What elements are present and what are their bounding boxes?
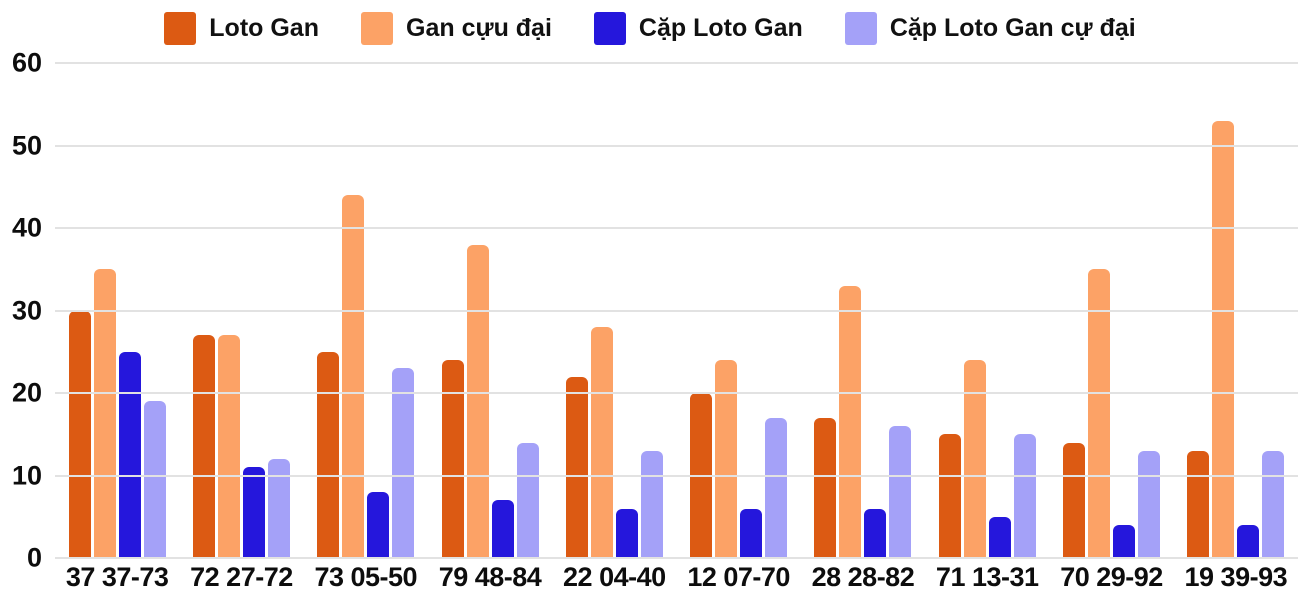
legend-swatch-icon	[164, 12, 197, 45]
y-tick-label: 50	[11, 130, 42, 160]
bar-series-0-cat-8	[1063, 442, 1086, 558]
bar-series-1-cat-3	[466, 244, 489, 558]
bar-group-72-27-72	[179, 63, 303, 558]
bar-series-3-cat-7	[1013, 434, 1036, 558]
bar-series-0-cat-6	[814, 417, 837, 558]
plot-area	[55, 62, 1298, 559]
bar-series-0-cat-7	[938, 434, 961, 558]
bar-series-3-cat-8	[1138, 450, 1161, 558]
bar-series-3-cat-0	[143, 401, 166, 558]
y-tick-label: 10	[11, 460, 42, 490]
legend-swatch-icon	[593, 12, 626, 45]
bar-series-1-cat-6	[839, 285, 862, 558]
bar-series-0-cat-4	[565, 376, 588, 558]
bar-series-2-cat-6	[864, 508, 887, 558]
gridline-20	[55, 392, 1298, 394]
y-axis: 0 10 20 30 40 50 60	[0, 49, 42, 571]
gridline-40	[55, 227, 1298, 229]
x-tick-label: 72 27-72	[190, 562, 293, 592]
bar-series-0-cat-9	[1187, 450, 1210, 558]
gridline-30	[55, 309, 1298, 312]
x-tick-label: 12 07-70	[687, 562, 790, 592]
legend-item-series-2[interactable]: Cặp Loto Gan	[593, 12, 803, 45]
legend-label: Gan cựu đại	[406, 14, 552, 42]
x-tick-label: 70 29-92	[1060, 562, 1163, 592]
legend-label: Loto Gan	[209, 14, 319, 42]
bar-series-0-cat-0	[68, 310, 91, 558]
x-tick-label: 22 04-40	[563, 562, 666, 592]
x-tick-label: 71 13-31	[935, 562, 1039, 592]
bar-group-73-05-50	[304, 63, 428, 558]
gridline-0	[55, 557, 1298, 559]
bar-group-37-37-73	[55, 63, 179, 558]
bar-series-0-cat-1	[192, 335, 215, 558]
legend-item-series-0[interactable]: Loto Gan	[164, 12, 319, 45]
bar-series-3-cat-1	[267, 459, 290, 558]
bar-groups	[55, 63, 1298, 558]
bar-series-3-cat-4	[640, 450, 663, 558]
legend-item-series-1[interactable]: Gan cựu đại	[361, 12, 552, 45]
bar-series-1-cat-0	[93, 269, 116, 558]
bar-group-79-48-84	[428, 63, 552, 558]
bar-series-2-cat-4	[615, 508, 638, 558]
bar-series-2-cat-1	[242, 467, 265, 558]
legend-label: Cặp Loto Gan	[638, 14, 803, 42]
y-tick-label: 20	[11, 377, 42, 408]
x-tick-label: 79 48-84	[438, 562, 542, 592]
bar-series-3-cat-9	[1262, 450, 1285, 558]
bar-group-70-29-92	[1049, 63, 1173, 558]
bar-series-1-cat-1	[217, 335, 240, 558]
bar-series-1-cat-5	[715, 360, 738, 558]
bar-series-2-cat-8	[1113, 525, 1136, 558]
bar-group-28-28-82	[801, 63, 925, 558]
legend-label: Cặp Loto Gan cự đại	[889, 14, 1136, 42]
legend-swatch-icon	[361, 12, 393, 45]
y-tick-label: 0	[26, 542, 42, 573]
bar-group-22-04-40	[552, 63, 676, 558]
bar-series-0-cat-2	[317, 351, 340, 558]
bar-group-19-39-93	[1174, 63, 1298, 558]
y-tick-label: 30	[11, 295, 42, 325]
x-tick-label: 73 05-50	[314, 562, 418, 592]
gridline-10	[55, 474, 1298, 477]
legend-item-series-3[interactable]: Cặp Loto Gan cự đại	[844, 12, 1136, 45]
bar-series-1-cat-2	[342, 195, 365, 558]
x-axis: 37 37-73 72 27-72 73 05-50 79 48-84 22 04-40…	[55, 562, 1298, 593]
bar-series-1-cat-9	[1212, 120, 1235, 558]
y-tick-label: 60	[11, 47, 42, 78]
y-tick-label: 40	[11, 212, 42, 243]
bar-series-3-cat-6	[889, 426, 912, 558]
bar-series-1-cat-8	[1088, 269, 1111, 558]
bar-series-3-cat-2	[392, 368, 415, 558]
x-tick-label: 28 28-82	[811, 562, 915, 592]
bar-series-2-cat-7	[988, 516, 1011, 558]
bar-series-2-cat-2	[367, 492, 390, 558]
bar-series-0-cat-3	[441, 360, 464, 558]
bar-series-1-cat-4	[590, 327, 613, 558]
x-tick-label: 37 37-73	[65, 562, 169, 592]
bar-series-3-cat-3	[516, 442, 539, 558]
bar-group-71-13-31	[925, 63, 1049, 558]
chart-legend: Loto Gan Gan cựu đại Cặp Loto Gan Cặp Loto …	[0, 12, 1300, 45]
bar-series-2-cat-5	[740, 508, 763, 558]
legend-swatch-icon	[844, 12, 877, 45]
bar-series-2-cat-0	[118, 351, 141, 558]
gridline-50	[55, 144, 1298, 147]
bar-series-1-cat-7	[963, 360, 986, 558]
bar-series-2-cat-3	[491, 500, 514, 558]
bar-series-3-cat-5	[765, 417, 788, 558]
x-tick-label: 19 39-93	[1184, 562, 1288, 592]
gridline-60	[55, 62, 1298, 64]
bar-series-2-cat-9	[1237, 525, 1260, 558]
